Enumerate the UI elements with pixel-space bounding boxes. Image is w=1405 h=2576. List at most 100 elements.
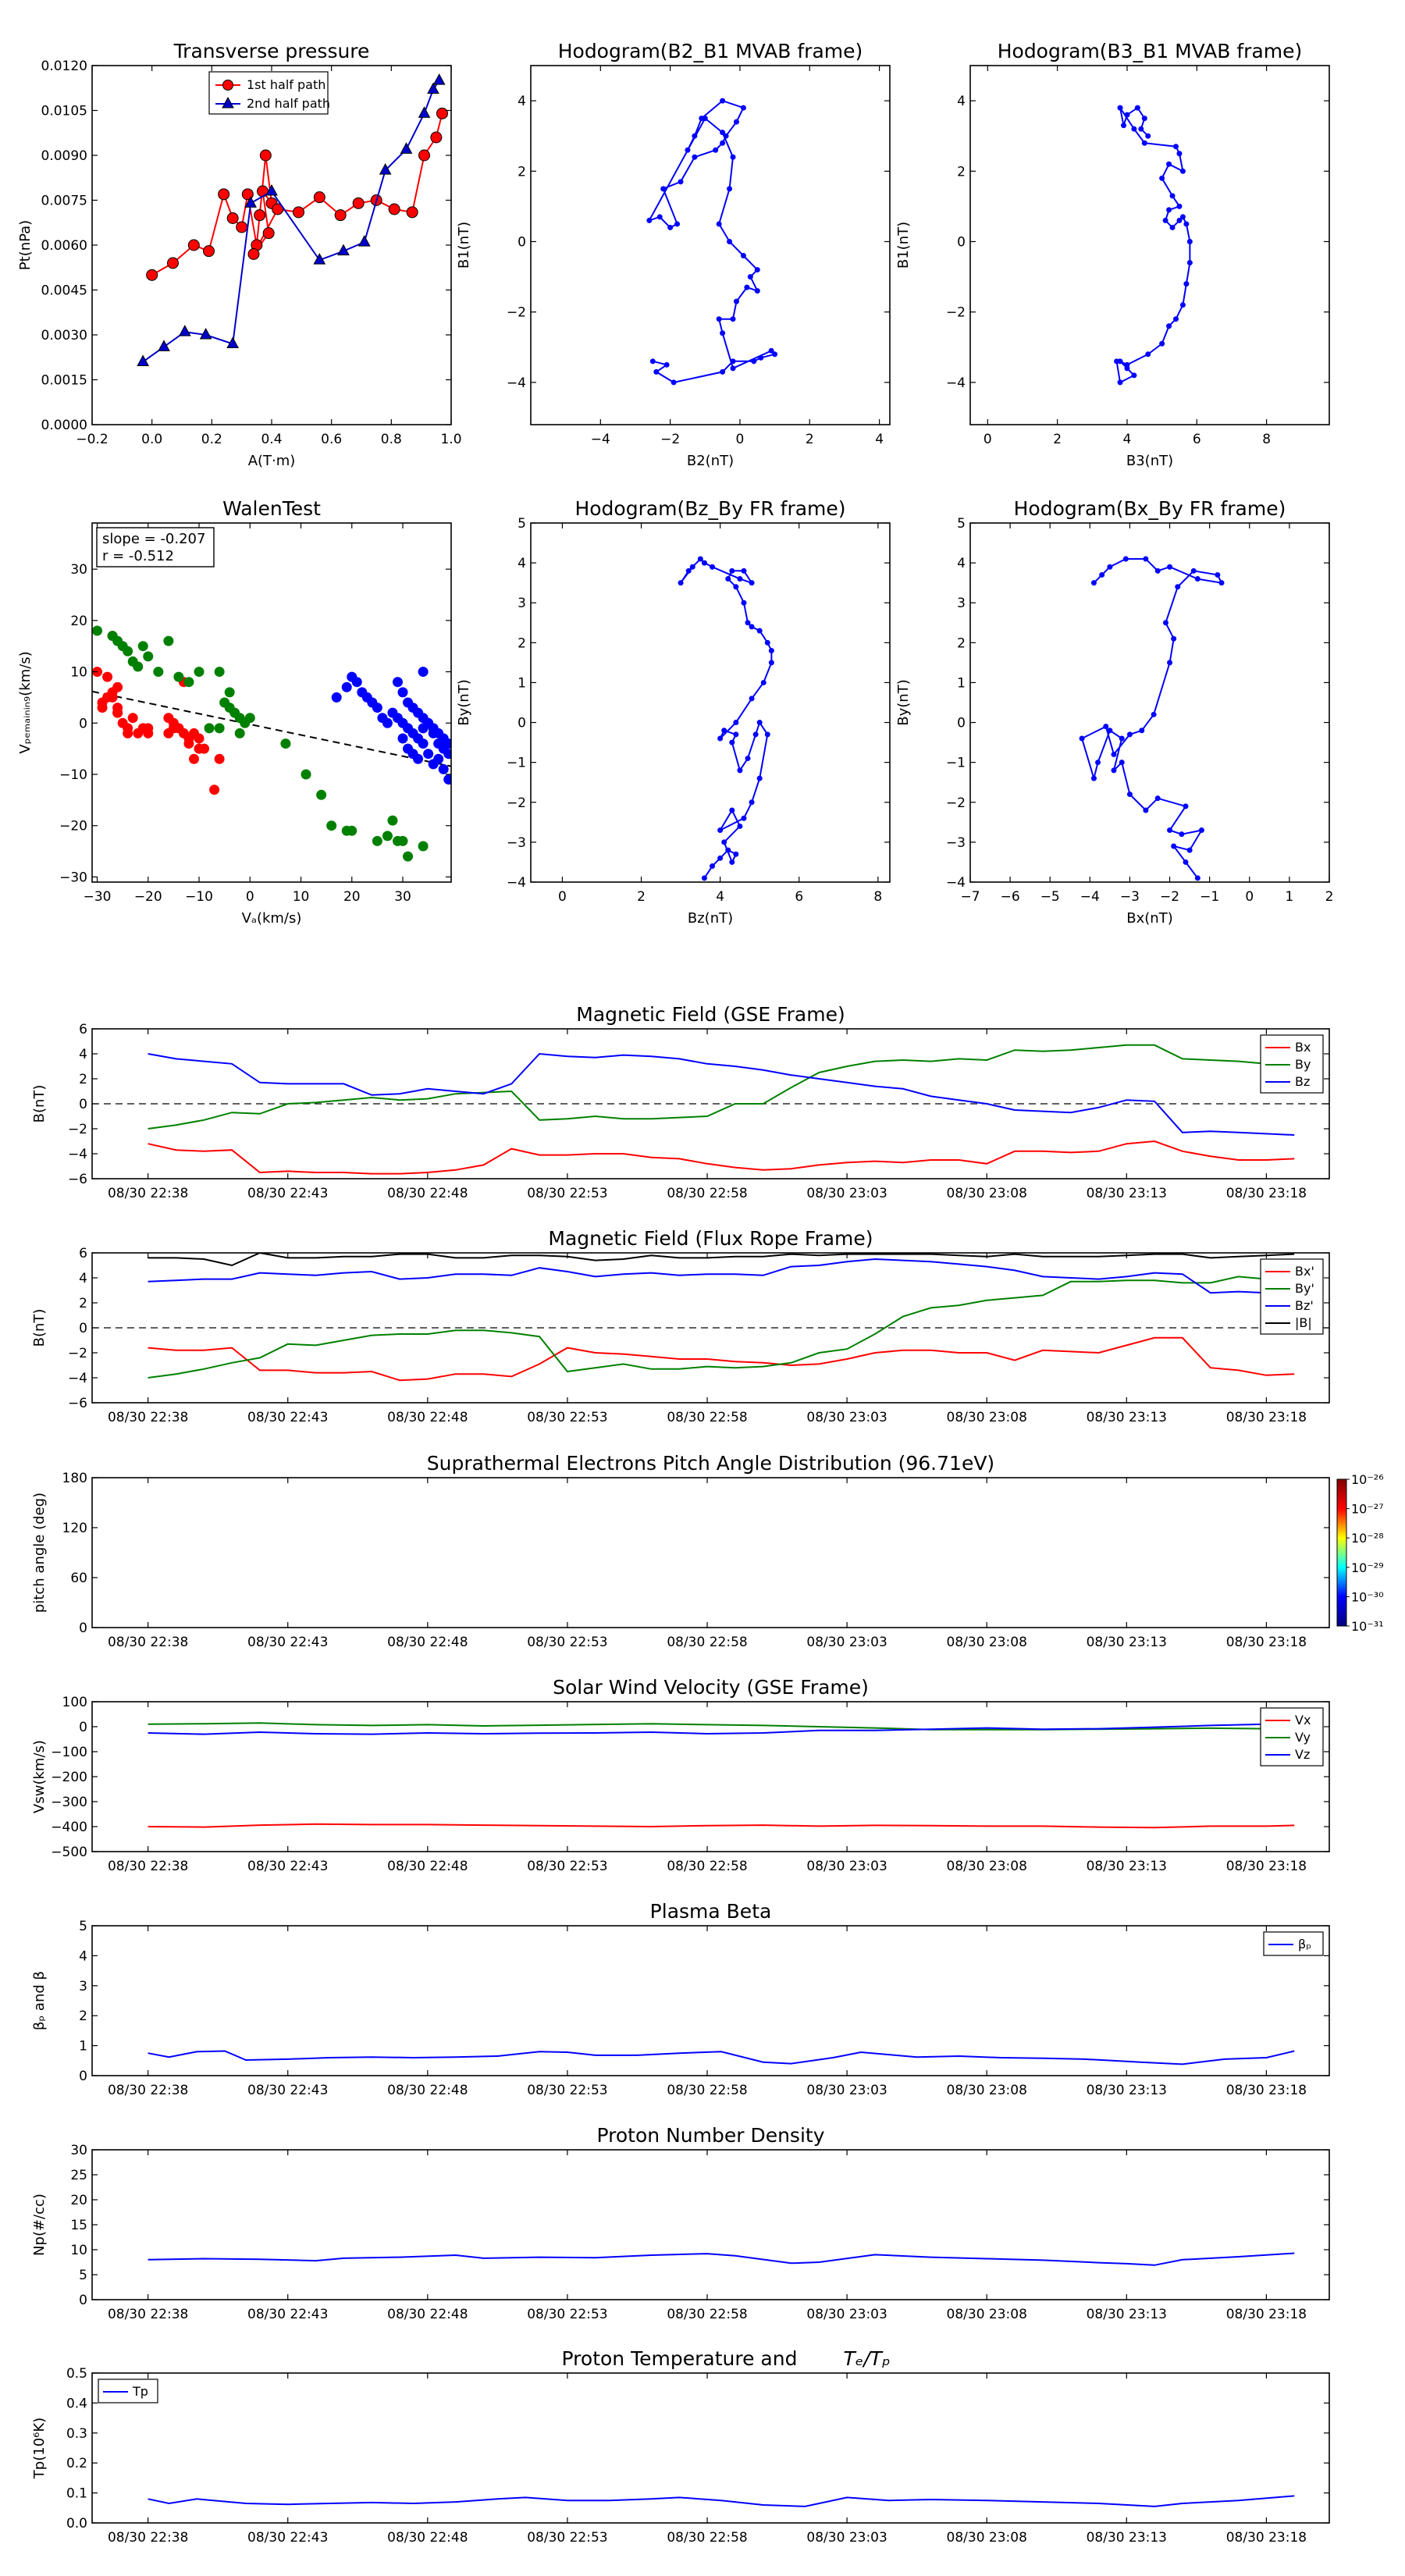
- y-tick-label: −2: [946, 305, 966, 321]
- data-point: [1166, 323, 1172, 329]
- time-tick-label: 08/30 22:38: [108, 2083, 188, 2098]
- x-tick-label: −0.2: [76, 432, 108, 447]
- y-tick-label: 15: [70, 2218, 87, 2233]
- y-tick-label: −4: [68, 1371, 87, 1386]
- data-point: [749, 624, 755, 630]
- chart-title: Hodogram(B3_B1 MVAB frame): [998, 40, 1303, 62]
- x-tick-label: −30: [84, 889, 112, 905]
- data-point: [692, 154, 698, 160]
- y-tick-label: −6: [68, 1172, 87, 1187]
- colorbar-tick-label: 10⁻³¹: [1351, 1619, 1384, 1634]
- plot-area: [646, 98, 778, 386]
- data-point: [1194, 576, 1200, 582]
- data-point: [752, 731, 759, 738]
- y-tick-label: −300: [51, 1795, 87, 1810]
- walen-point: [194, 733, 205, 744]
- data-point: [203, 245, 215, 258]
- y-tick-label: 2: [957, 164, 966, 180]
- time-tick-label: 08/30 23:13: [1087, 2530, 1167, 2546]
- x-tick-label: 0: [736, 432, 745, 447]
- data-point: [1141, 116, 1147, 122]
- y-tick-label: −20: [59, 819, 87, 834]
- time-tick-label: 08/30 22:58: [667, 2307, 747, 2322]
- walen-point: [194, 667, 205, 678]
- y-tick-label: 60: [70, 1571, 87, 1586]
- walen-point: [204, 723, 215, 734]
- chart-title: Plasma Beta: [650, 1900, 772, 1923]
- data-point: [733, 731, 739, 738]
- y-tick-label: 1: [79, 2039, 87, 2055]
- x-tick-label: 20: [343, 889, 361, 905]
- data-point: [754, 267, 760, 273]
- data-point: [146, 269, 158, 281]
- data-point: [388, 203, 400, 215]
- plot-area: [1079, 556, 1225, 881]
- time-tick-label: 08/30 22:43: [247, 2530, 328, 2546]
- y-tick-label: 0.0: [66, 2516, 87, 2532]
- walen-point: [418, 667, 429, 678]
- chart-title: Magnetic Field (GSE Frame): [576, 1003, 845, 1026]
- y-axis-label: By(nT): [456, 679, 472, 725]
- time-tick-label: 08/30 23:08: [947, 2083, 1027, 2098]
- data-point: [1169, 224, 1176, 230]
- data-point: [1179, 831, 1185, 838]
- panel-pad-frame: [91, 1477, 1330, 1628]
- data-point: [740, 253, 746, 259]
- legend-label: Bz: [1295, 1074, 1310, 1089]
- data-point: [1141, 140, 1147, 146]
- data-point: [293, 206, 304, 219]
- y-tick-label: 3: [518, 596, 526, 611]
- y-tick-label: 0: [79, 2069, 87, 2084]
- time-tick-label: 08/30 22:58: [667, 1859, 747, 1874]
- data-point: [313, 253, 326, 265]
- x-tick-label: 10: [293, 889, 310, 905]
- data-point: [670, 379, 677, 386]
- data-point: [265, 183, 278, 196]
- walen-point: [127, 713, 138, 724]
- walen-point: [112, 707, 123, 718]
- panel-mag_gse: −6 −4 −2 0 2 4 6 08/30 22:38 08/30 22:43 08/30 22…: [31, 1003, 1330, 1201]
- time-tick-label: 08/30 22:48: [387, 2083, 468, 2098]
- time-tick-label: 08/30 23:18: [1226, 2307, 1307, 2322]
- time-tick-label: 08/30 23:18: [1226, 1410, 1307, 1425]
- x-axis-label: B3(nT): [1126, 453, 1173, 469]
- data-point: [400, 142, 413, 154]
- data-point: [1099, 571, 1105, 578]
- x-tick-label: 0: [1245, 889, 1254, 905]
- chart-title: Proton Temperature and: [562, 2347, 798, 2370]
- data-point: [733, 584, 739, 590]
- data-point: [1103, 724, 1109, 730]
- panel-h3: −4 −3 −2 −1 0 1 2 3 4 5 0 2 4 6 8 Hodogram(Bz_By FR fra…: [456, 497, 891, 927]
- walen-point: [280, 738, 291, 749]
- walen-point: [224, 687, 235, 698]
- data-point: [740, 105, 746, 111]
- walen-point: [199, 743, 210, 754]
- series-line: [148, 1140, 1295, 1175]
- y-tick-label: 0.0105: [41, 104, 87, 119]
- walen-point: [173, 671, 184, 682]
- time-tick-label: 08/30 23:13: [1087, 1859, 1167, 1874]
- time-tick-label: 08/30 22:48: [387, 1635, 468, 1650]
- y-tick-label: 4: [79, 1271, 87, 1286]
- walen-point: [418, 841, 429, 852]
- y-tick-label: 10: [70, 665, 87, 681]
- legend: Tp: [98, 2379, 158, 2403]
- x-axis-label: Bx(nT): [1126, 910, 1172, 927]
- time-tick-label: 08/30 23:03: [806, 2307, 887, 2322]
- y-tick-label: −30: [59, 870, 87, 885]
- y-tick-label: −2: [946, 795, 966, 811]
- walen-point: [372, 835, 382, 846]
- panel-beta-frame: [91, 1925, 1330, 2076]
- data-point: [685, 568, 692, 574]
- time-tick-label: 08/30 23:18: [1226, 2083, 1307, 2098]
- data-point: [720, 368, 726, 375]
- data-point: [749, 580, 755, 586]
- x-tick-label: −6: [1001, 889, 1020, 905]
- y-tick-label: −4: [507, 875, 526, 891]
- data-point: [741, 815, 747, 821]
- data-point: [760, 679, 767, 685]
- series-line: [148, 2050, 1295, 2065]
- data-point: [247, 248, 260, 260]
- y-tick-label: 3: [957, 596, 966, 611]
